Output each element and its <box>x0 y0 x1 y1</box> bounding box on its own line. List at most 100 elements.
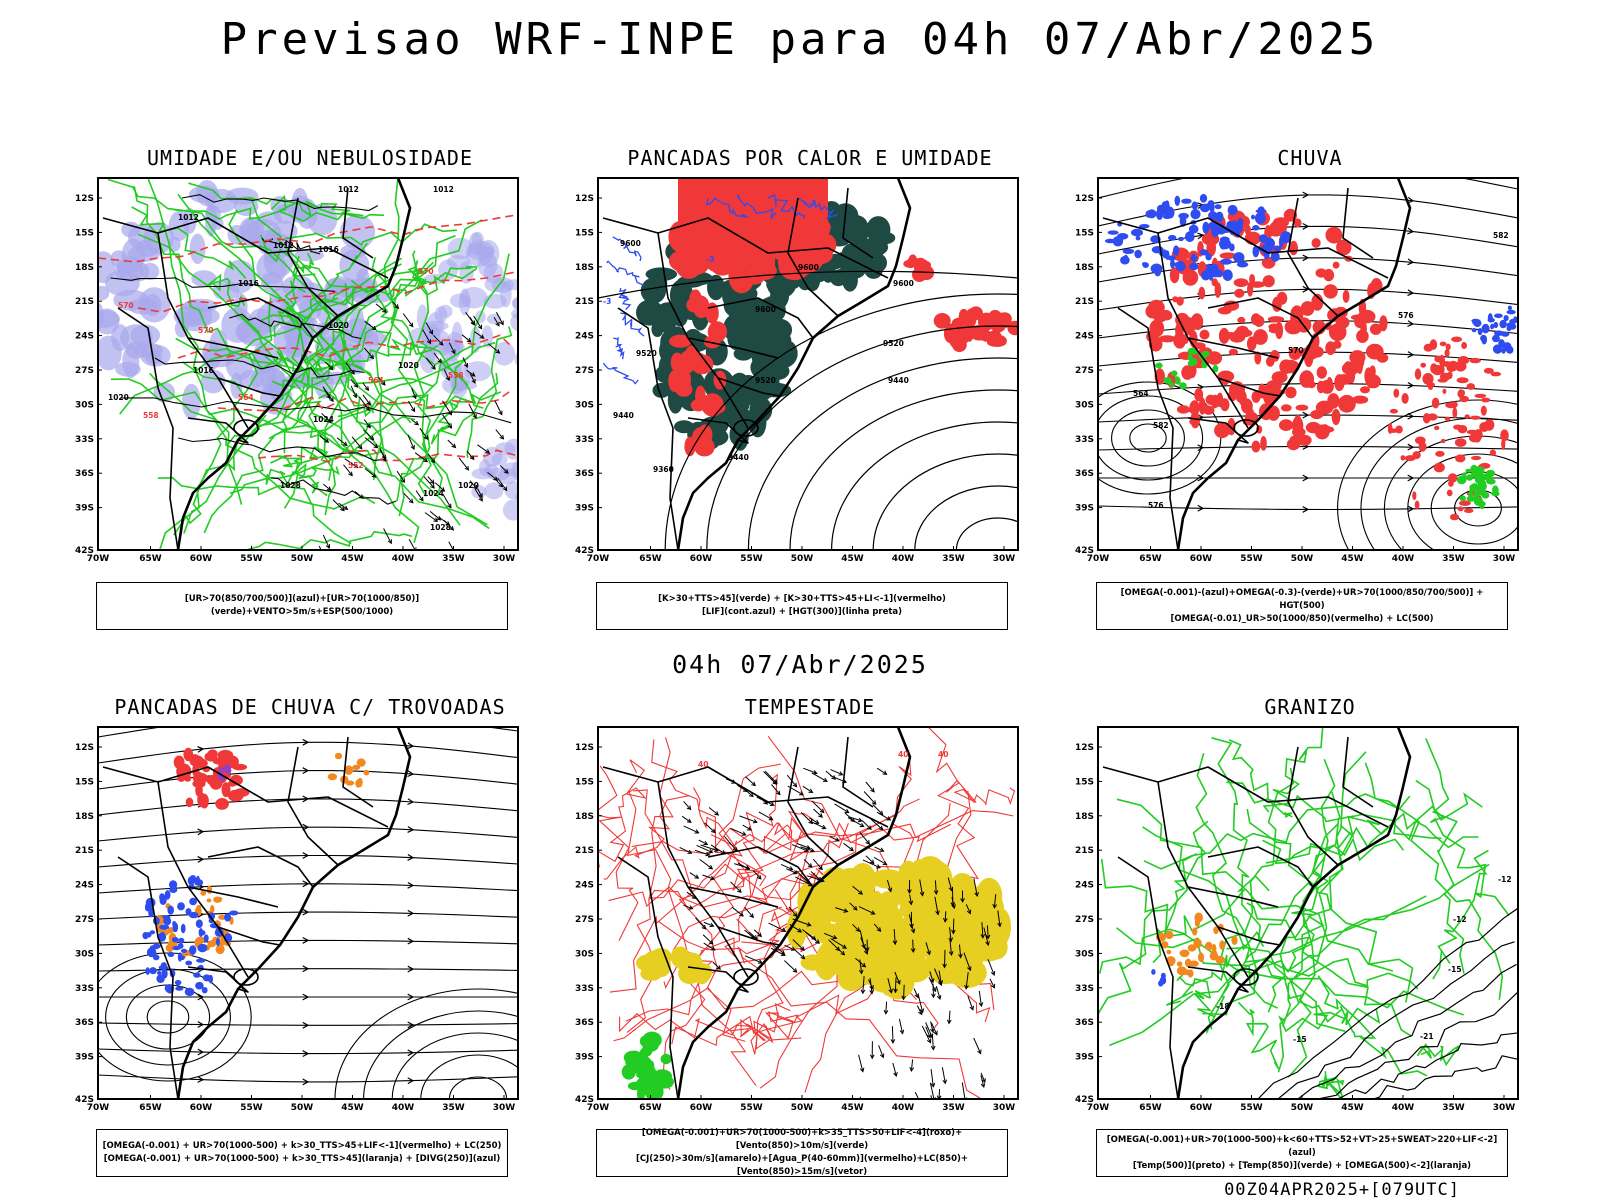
contour-label: 1016 <box>193 366 214 375</box>
panel-title: UMIDADE E/OU NEBULOSIDADE <box>146 146 474 170</box>
lon-tick-label: 50W <box>791 554 814 564</box>
contour-label: -12 <box>1498 875 1512 884</box>
panel-title: GRANIZO <box>1264 695 1356 719</box>
contour-label: -18 <box>1216 1002 1230 1011</box>
valid-time-subtitle: 04h 07/Abr/2025 <box>672 650 928 679</box>
map-field-layer <box>1098 178 1518 550</box>
lon-tick-label: 60W <box>1190 1103 1213 1113</box>
lon-tick-label: 40W <box>1392 1103 1415 1113</box>
lat-tick-label: 39S <box>1075 504 1094 514</box>
lon-tick-label: 65W <box>139 554 162 564</box>
lat-tick-label: 39S <box>575 504 594 514</box>
lon-tick-label: 50W <box>1291 554 1314 564</box>
panel-title: PANCADAS POR CALOR E UMIDADE <box>627 146 993 170</box>
contour-label: -21 <box>1420 1032 1434 1041</box>
lat-tick-label: 15S <box>75 777 94 787</box>
contour-label: 1024 <box>423 489 444 498</box>
contour-label: 576 <box>1398 311 1414 320</box>
contour-label: 9600 <box>620 239 641 248</box>
lat-tick-label: 36S <box>75 1018 94 1028</box>
map-field-layer <box>1098 727 1518 1099</box>
contour-label: 9520 <box>755 376 776 385</box>
lon-tick-label: 55W <box>1240 554 1263 564</box>
contour-label: 570 <box>118 301 134 310</box>
lat-tick-label: 18S <box>575 812 594 822</box>
map-frame <box>97 177 519 551</box>
contour-label: 564 <box>238 393 254 402</box>
lon-tick-label: 65W <box>139 1103 162 1113</box>
lon-tick-label: 30W <box>993 1103 1016 1113</box>
lon-tick-label: 35W <box>942 554 965 564</box>
lon-tick-label: 40W <box>892 554 915 564</box>
legend-line: [OMEGA(-0.001)+UR>70(1000-500)+k<60+TTS>… <box>1106 1134 1498 1158</box>
contour-label: 9520 <box>636 349 657 358</box>
contour-label: 1020 <box>458 481 479 490</box>
lat-tick-label: 30S <box>1075 400 1094 410</box>
lon-tick-label: 40W <box>892 1103 915 1113</box>
lon-tick-label: 50W <box>291 1103 314 1113</box>
lon-tick-label: 70W <box>1087 1103 1110 1113</box>
contour-label: 9600 <box>893 279 914 288</box>
contour-label: 40 <box>938 750 948 759</box>
legend-line: [LIF](cont.azul) + [HGT(300)](linha pret… <box>701 607 903 617</box>
lat-tick-label: 42S <box>75 1095 94 1105</box>
lat-tick-label: 24S <box>75 881 94 891</box>
lon-tick-label: 45W <box>341 1103 364 1113</box>
legend-line: [Temp(500)](preto) + [Temp(850)](verde) … <box>1132 1160 1472 1171</box>
contour-label: 1024 <box>313 415 334 424</box>
map-frame <box>597 177 1019 551</box>
contour-label: 570 <box>1288 346 1304 355</box>
lon-tick-label: 45W <box>1341 554 1364 564</box>
contour-label: 1020 <box>108 393 129 402</box>
lat-tick-label: 18S <box>575 263 594 273</box>
lat-tick-label: 21S <box>1075 297 1094 307</box>
panel-title: TEMPESTADE <box>744 695 876 719</box>
legend-line: [CJ(250)>30m/s](amarelo)+[Agua_P(40-60mm… <box>635 1154 969 1177</box>
contour-label: -12 <box>1453 915 1467 924</box>
panel-legend: [K>30+TTS>45](verde) + [K>30+TTS>45+LI<-… <box>596 582 1008 630</box>
lat-tick-label: 30S <box>75 949 94 959</box>
contour-label: 1020 <box>328 321 349 330</box>
contour-label: 570 <box>418 267 434 276</box>
lat-tick-label: 15S <box>575 228 594 238</box>
contour-labels: 40 40 40 <box>698 750 948 769</box>
contour-label: -15 <box>1448 965 1462 974</box>
legend-line: [OMEGA(-0.001)+UR>70(1000-500)+k>35_TTS>… <box>641 1128 963 1151</box>
lon-tick-label: 50W <box>791 1103 814 1113</box>
lat-tick-label: 33S <box>575 435 594 445</box>
map-frame <box>1097 177 1519 551</box>
lat-tick-label: 30S <box>575 949 594 959</box>
legend-line: [OMEGA(-0.001) + UR>70(1000-500) + k>30_… <box>102 1141 502 1151</box>
lon-tick-label: 70W <box>1087 554 1110 564</box>
lat-tick-label: 39S <box>75 1053 94 1063</box>
lat-tick-label: 30S <box>75 400 94 410</box>
lat-tick-label: 24S <box>1075 881 1094 891</box>
lon-tick-label: 30W <box>993 554 1016 564</box>
lat-tick-label: 12S <box>1075 743 1094 753</box>
lat-tick-label: 24S <box>575 881 594 891</box>
contour-label: 9520 <box>883 339 904 348</box>
legend-line: [UR>70(850/700/500)](azul)+[UR>70(1000/8… <box>184 594 420 617</box>
lat-tick-label: 42S <box>1075 546 1094 556</box>
lat-tick-label: 24S <box>575 332 594 342</box>
lon-tick-label: 35W <box>442 1103 465 1113</box>
contour-label: 1028 <box>430 523 451 532</box>
lat-tick-label: 36S <box>575 1018 594 1028</box>
page-title: Previsao WRF-INPE para 04h 07/Abr/2025 <box>220 14 1380 65</box>
lat-tick-label: 36S <box>575 469 594 479</box>
map-field-layer <box>598 727 1016 1099</box>
lat-tick-label: 12S <box>75 194 94 204</box>
lon-tick-label: 30W <box>1493 554 1516 564</box>
lat-tick-label: 30S <box>1075 949 1094 959</box>
map-frame <box>97 726 519 1100</box>
contour-label: -15 <box>1293 1035 1307 1044</box>
map-field-layer <box>598 178 1018 550</box>
contour-label: 564 <box>368 376 384 385</box>
lat-tick-label: 15S <box>1075 228 1094 238</box>
lat-tick-label: 36S <box>75 469 94 479</box>
